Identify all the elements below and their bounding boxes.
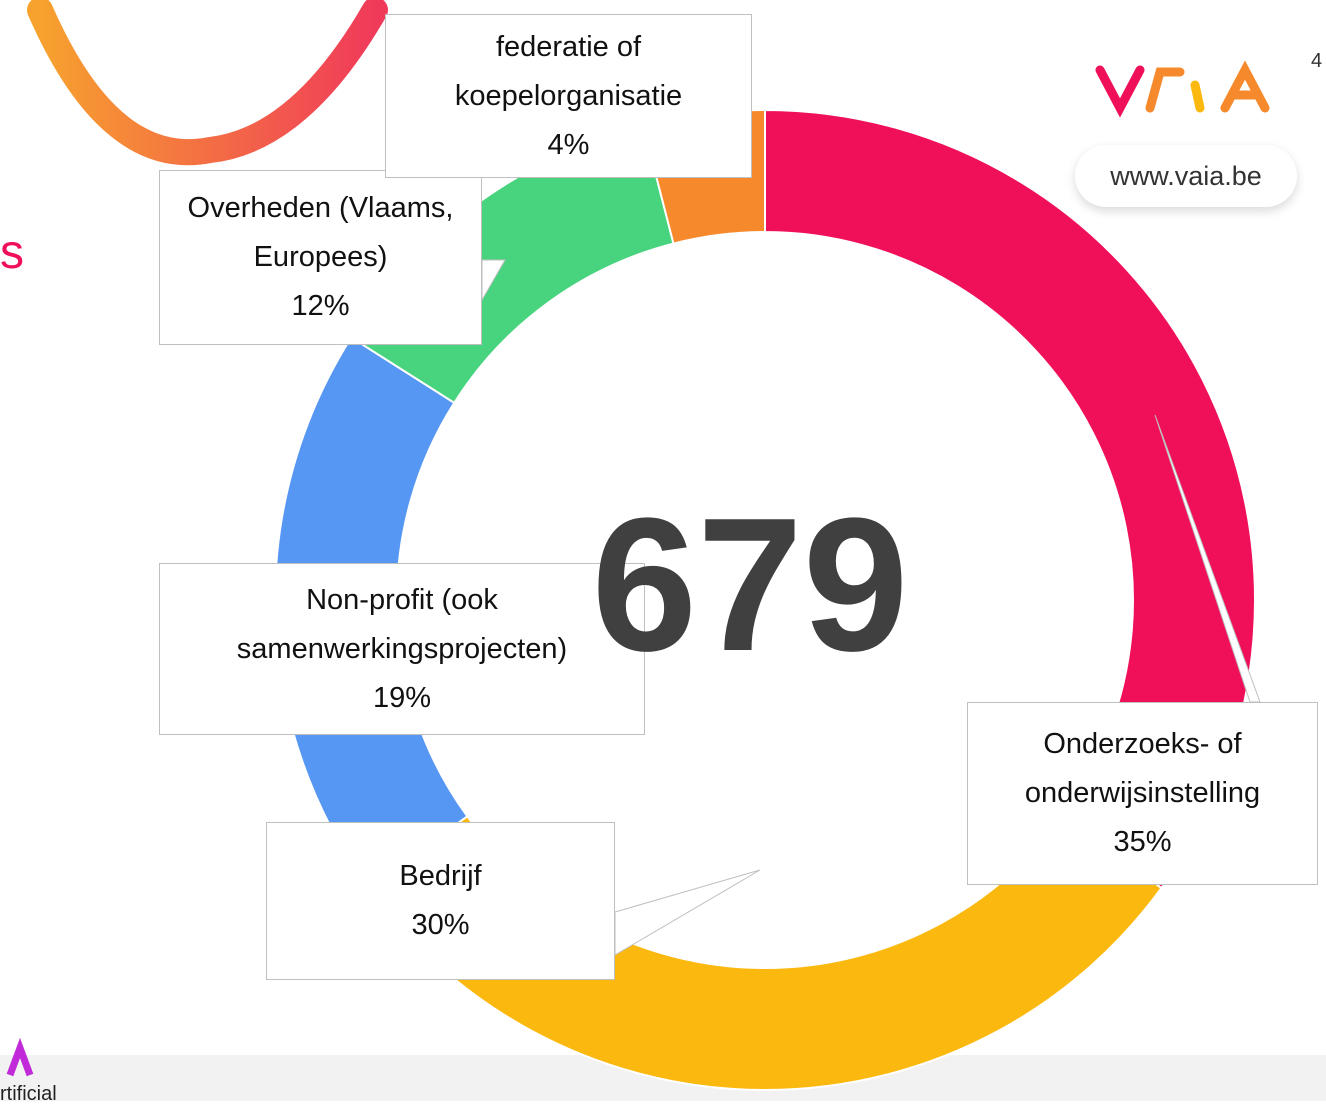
value-label: 30% bbox=[411, 909, 470, 941]
page-number: 4 bbox=[1311, 50, 1323, 72]
data-label-box: federatie of koepelorganisatie 4% bbox=[385, 14, 752, 178]
value-label: 19% bbox=[372, 681, 432, 714]
value-label: 12% bbox=[291, 290, 350, 322]
logo-mark bbox=[6, 1037, 34, 1077]
website-badge: www.vaia.be bbox=[1075, 145, 1297, 207]
center-label: 679 bbox=[591, 479, 909, 691]
data-label-box: Bedrijf 30% bbox=[266, 822, 615, 980]
value-label: 4% bbox=[547, 128, 590, 161]
logo bbox=[1095, 60, 1270, 118]
side-text: rtificial bbox=[0, 1083, 57, 1105]
category-label: federatie of koepelorganisatie bbox=[454, 30, 683, 112]
data-label-box: Onderzoeks- of onderwijsinstelling 35% bbox=[967, 702, 1318, 885]
data-label-box: Overheden (Vlaams, Europees) 12% bbox=[159, 170, 482, 345]
category-label: Bedrijf bbox=[399, 860, 482, 892]
callout-pointer bbox=[481, 259, 506, 302]
category-label: Onderzoeks- of onderwijsinstelling bbox=[1024, 728, 1261, 809]
category-label: Overheden (Vlaams, Europees) bbox=[187, 192, 454, 273]
decor-arc bbox=[27, 0, 388, 166]
side-text: s bbox=[0, 226, 24, 279]
category-label: Non-profit (ook samenwerkingsprojecten) bbox=[236, 583, 568, 665]
value-label: 35% bbox=[1113, 826, 1172, 858]
callout-pointer bbox=[614, 869, 761, 956]
data-label-box: Non-profit (ook samenwerkingsprojecten) 1… bbox=[159, 563, 645, 735]
